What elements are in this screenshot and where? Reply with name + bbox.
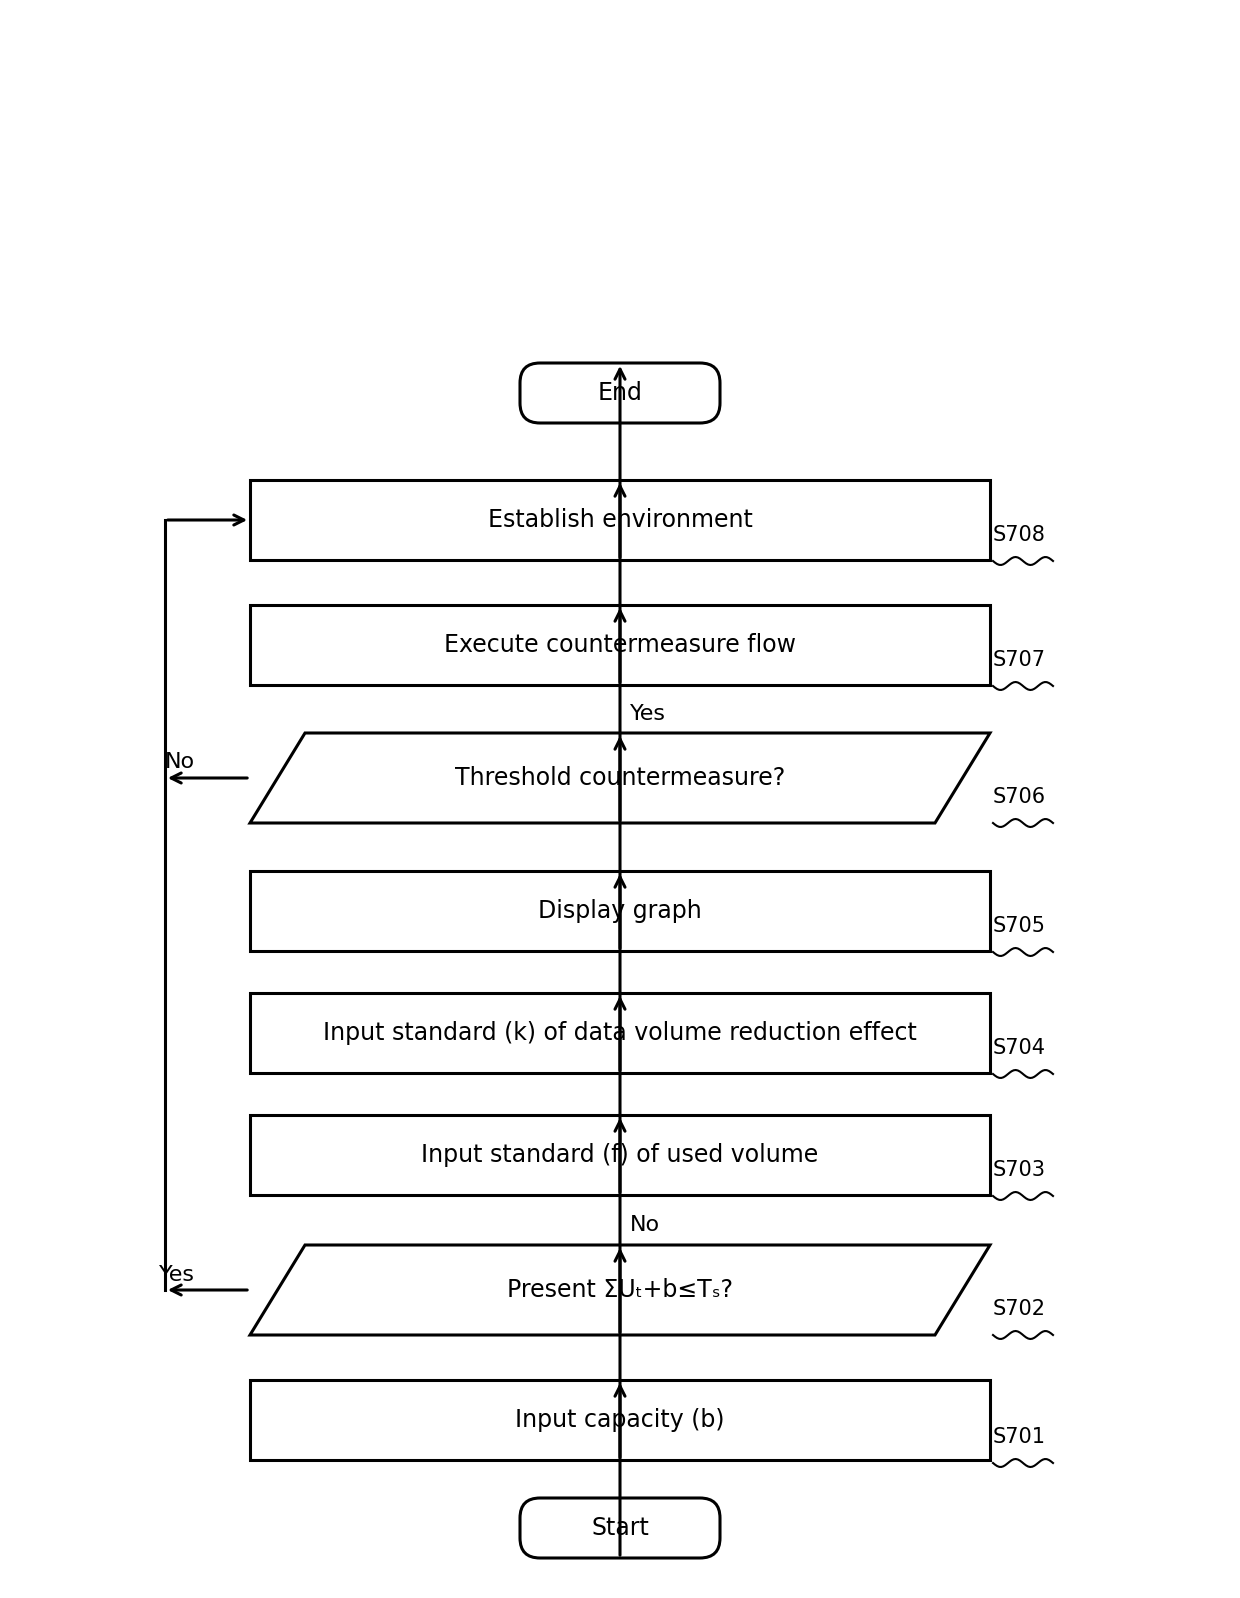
Text: S707: S707 [993, 650, 1047, 670]
Text: S708: S708 [993, 526, 1045, 545]
Text: Yes: Yes [630, 705, 666, 724]
Text: S706: S706 [993, 786, 1047, 807]
Text: Input standard (f) of used volume: Input standard (f) of used volume [422, 1143, 818, 1167]
Text: Execute countermeasure flow: Execute countermeasure flow [444, 633, 796, 657]
Bar [250, 1115, 990, 1195]
Bar [250, 992, 990, 1072]
Bar [250, 479, 990, 559]
Text: Input capacity (b): Input capacity (b) [516, 1408, 724, 1432]
Text: S703: S703 [993, 1160, 1047, 1179]
Text: Input standard (k) of data volume reduction effect: Input standard (k) of data volume reduct… [324, 1021, 916, 1045]
Polygon shape [250, 1245, 990, 1334]
FancyBboxPatch shape [520, 363, 720, 423]
Bar [250, 606, 990, 686]
Text: End: End [598, 380, 642, 404]
Text: No: No [165, 753, 195, 772]
Text: S701: S701 [993, 1427, 1047, 1448]
FancyBboxPatch shape [520, 1497, 720, 1558]
Text: Start: Start [591, 1517, 649, 1540]
Text: S704: S704 [993, 1039, 1047, 1058]
Text: Threshold countermeasure?: Threshold countermeasure? [455, 765, 785, 789]
Text: S705: S705 [993, 916, 1047, 936]
Text: Display graph: Display graph [538, 900, 702, 924]
Polygon shape [250, 733, 990, 823]
Text: No: No [630, 1214, 660, 1235]
Text: Establish environment: Establish environment [487, 508, 753, 532]
Bar [250, 871, 990, 951]
Bar [250, 1381, 990, 1461]
Text: Yes: Yes [159, 1266, 195, 1285]
Text: S702: S702 [993, 1299, 1047, 1318]
Text: Present ΣUₜ+b≤Tₛ?: Present ΣUₜ+b≤Tₛ? [507, 1278, 733, 1302]
